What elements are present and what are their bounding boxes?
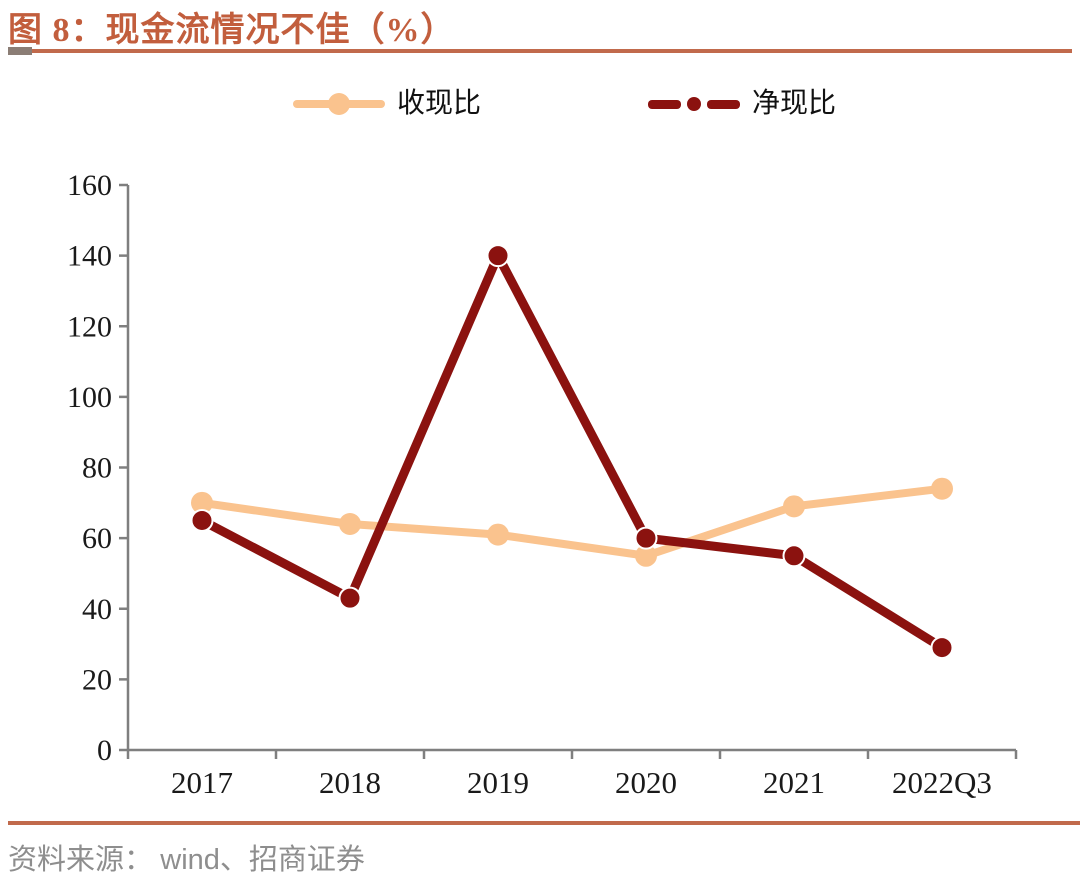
series-line-收现比 <box>198 484 946 560</box>
y-tick-label: 160 <box>67 169 112 202</box>
legend-dash-dot-marker-icon <box>648 97 740 111</box>
y-tick-label: 120 <box>67 310 112 343</box>
data-point-marker <box>782 544 806 568</box>
data-point-marker <box>338 586 362 610</box>
source-line: 资料来源： wind、招商证券 <box>8 836 365 878</box>
legend-label-jingxianbi: 净现比 <box>752 88 837 119</box>
y-tick-label: 60 <box>82 522 112 555</box>
x-tick-label: 2022Q3 <box>892 765 992 800</box>
x-tick-label: 2020 <box>615 765 677 800</box>
source-text: wind、招商证券 <box>160 844 365 876</box>
data-point-marker <box>783 495 805 518</box>
y-tick-label: 20 <box>82 663 112 696</box>
y-tick-label: 0 <box>97 734 112 767</box>
data-point-marker <box>339 513 361 535</box>
series-line-净现比 <box>197 251 947 653</box>
legend-label-shouxianbi: 收现比 <box>397 88 482 119</box>
legend-line-circle-marker-icon <box>293 93 385 115</box>
title-underline <box>8 47 1072 55</box>
data-point-marker <box>487 523 509 546</box>
legend-item-jingxianbi: 净现比 <box>648 86 836 122</box>
source-prefix: 资料来源： <box>8 844 154 876</box>
footer-rule <box>8 821 1080 825</box>
y-tick-label: 140 <box>67 240 112 273</box>
y-tick-label: 80 <box>82 452 112 485</box>
x-tick-label: 2021 <box>763 765 825 800</box>
x-tick-label: 2019 <box>467 765 529 800</box>
data-point-marker <box>190 508 214 532</box>
data-point-marker <box>634 526 658 550</box>
x-tick-label: 2018 <box>319 765 381 800</box>
figure-title: 图 8：现金流情况不佳（%） <box>8 12 456 49</box>
data-point-marker <box>486 244 510 268</box>
data-point-marker <box>931 477 953 500</box>
data-point-marker <box>930 636 954 660</box>
y-tick-label: 40 <box>82 593 112 626</box>
data-point-marker <box>635 544 657 567</box>
legend-item-shouxianbi: 收现比 <box>293 86 481 122</box>
x-tick-label: 2017 <box>171 765 233 800</box>
data-point-marker <box>191 491 213 514</box>
y-tick-label: 100 <box>67 381 112 414</box>
